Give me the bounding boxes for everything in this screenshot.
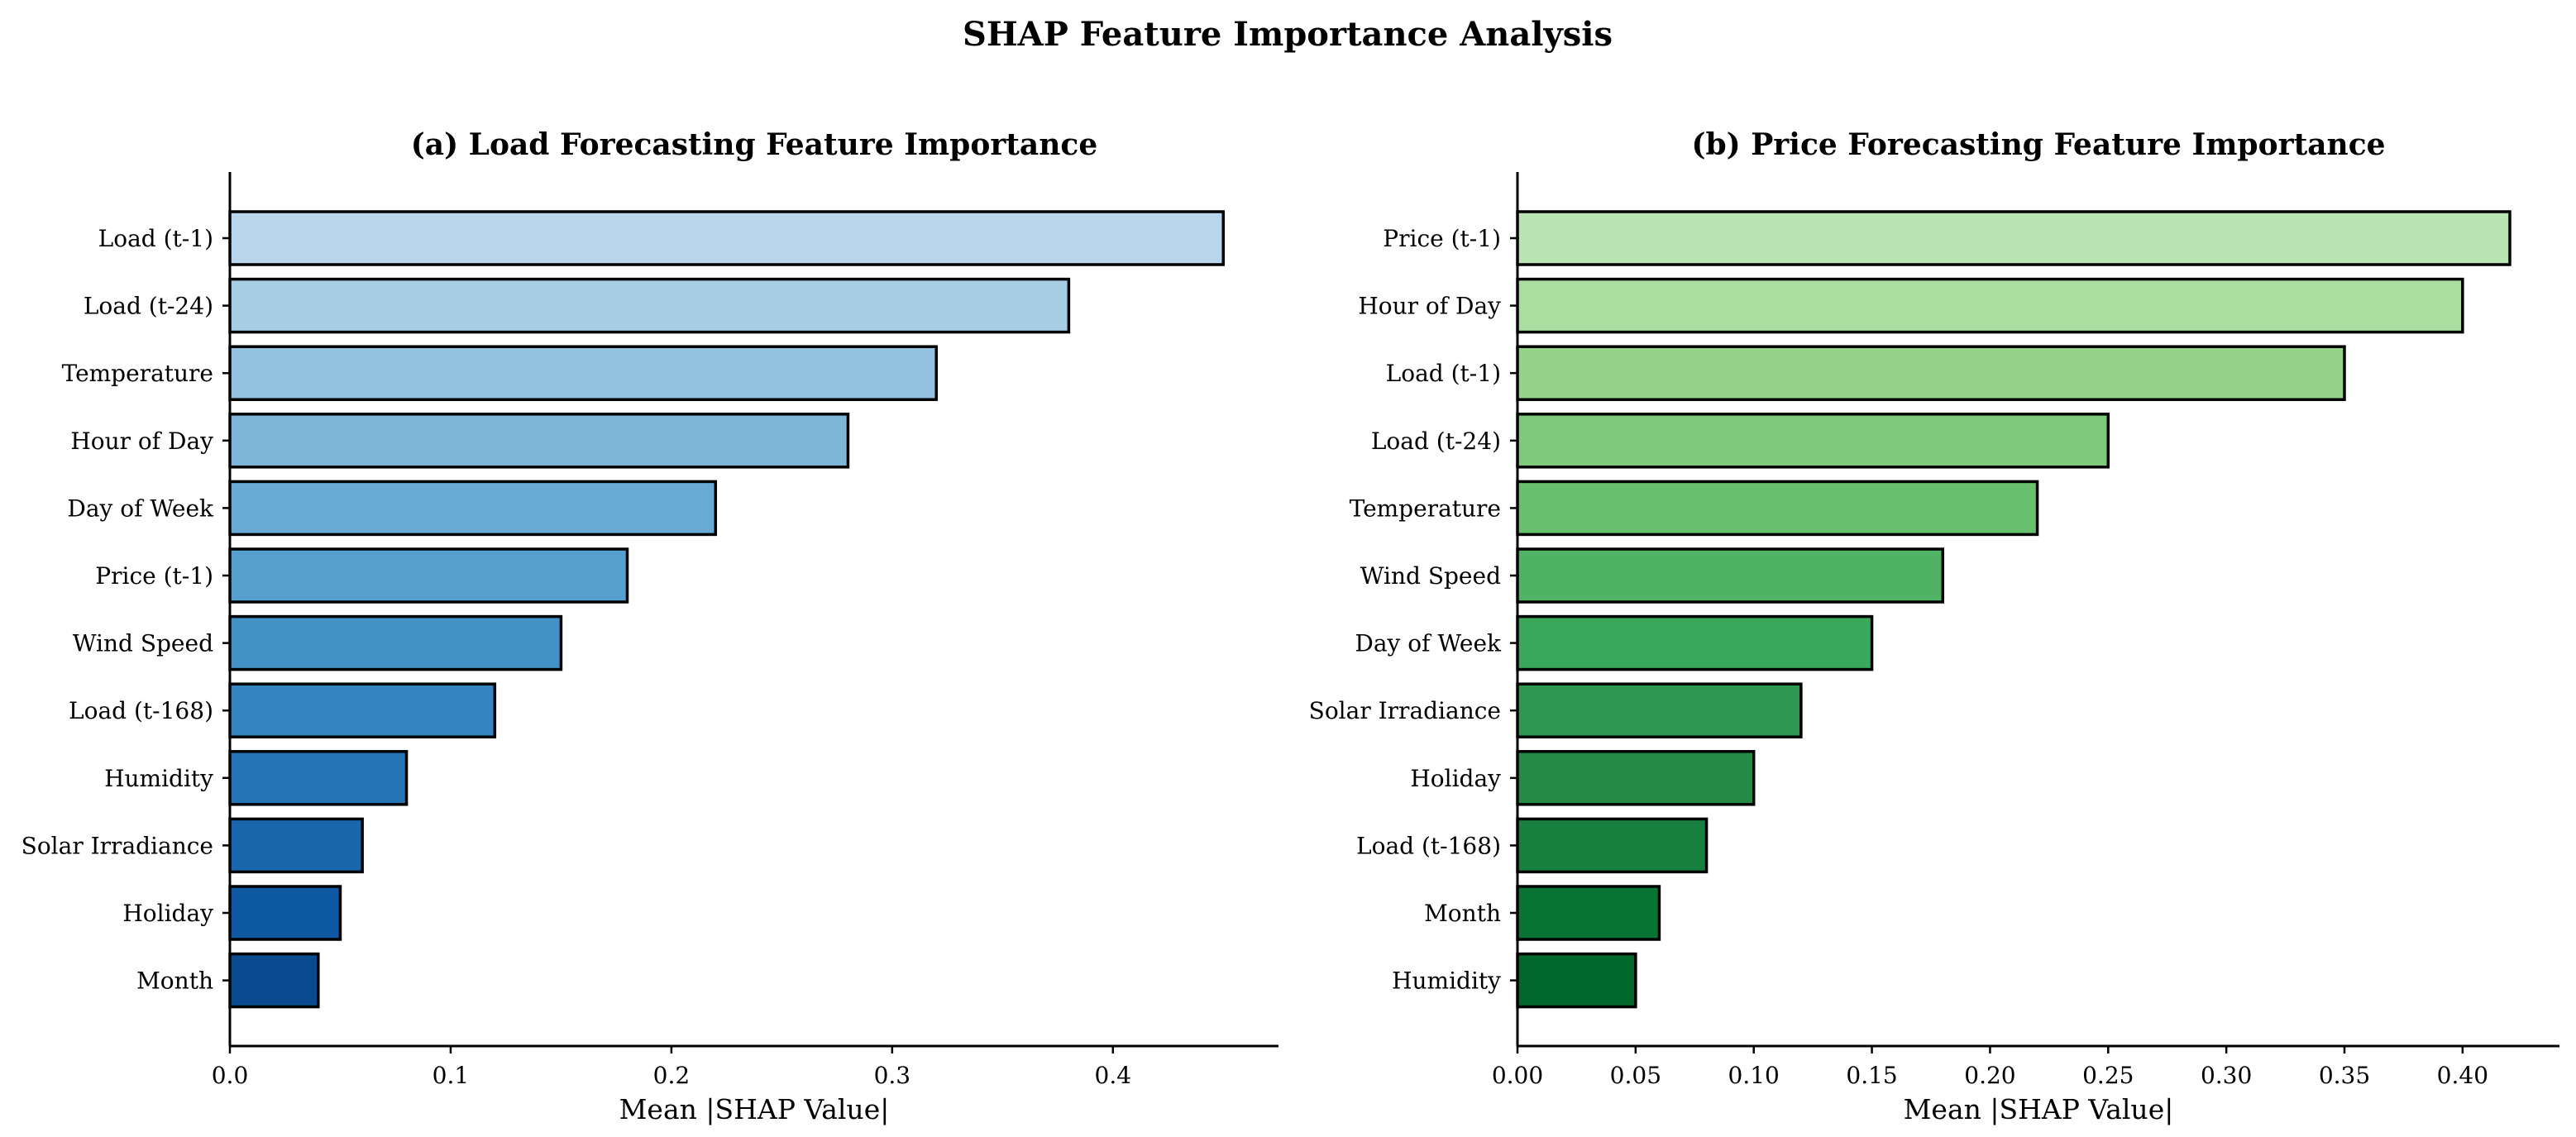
price-xtick-label-7: 0.35: [2319, 1062, 2370, 1089]
price-ytick-label-solar-irradiance: Solar Irradiance: [1309, 697, 1501, 724]
load-bar-price-t-1: [228, 547, 629, 604]
price-xtick-label-3: 0.15: [1846, 1062, 1897, 1089]
load-bar-temperature: [228, 345, 938, 401]
price-ytick-label-day-of-week: Day of Week: [1355, 630, 1502, 657]
load-bar-solar-irradiance: [228, 817, 364, 874]
load-ytick-label-hour-of-day: Hour of Day: [70, 428, 213, 455]
load-bar-load-t-1: [228, 210, 1226, 266]
price-xtick-label-5: 0.25: [2082, 1062, 2134, 1089]
price-xtick-label-4: 0.20: [1964, 1062, 2015, 1089]
load-bar-load-t-24: [228, 277, 1071, 334]
price-ytick-label-month: Month: [1424, 900, 1501, 927]
price-bar-load-t-168: [1516, 817, 1709, 874]
price-xtick-label-6: 0.30: [2201, 1062, 2252, 1089]
load-chart-title: (a) Load Forecasting Feature Importance: [411, 127, 1098, 162]
price-ytick-label-hour-of-day: Hour of Day: [1358, 293, 1501, 320]
load-xtick-label-1: 0.1: [433, 1062, 470, 1089]
load-xtick-label-3: 0.3: [874, 1062, 911, 1089]
load-bar-load-t-168: [228, 682, 497, 738]
price-bar-humidity: [1516, 952, 1637, 1009]
load-bar-humidity: [228, 750, 409, 806]
load-ytick-label-day-of-week: Day of Week: [67, 494, 214, 522]
load-ytick-label-month: Month: [136, 967, 213, 995]
load-ytick-label-load-t-24: Load (t-24): [84, 293, 213, 320]
price-ytick-label-load-t-168: Load (t-168): [1356, 832, 1501, 859]
price-xtick-label-1: 0.05: [1610, 1062, 1661, 1089]
price-xtick-label-2: 0.10: [1728, 1062, 1780, 1089]
load-xtick-label-0: 0.0: [212, 1062, 249, 1089]
price-forecasting-chart: (b) Price Forecasting Feature Importance…: [1309, 127, 2559, 1125]
price-ytick-label-temperature: Temperature: [1350, 494, 1501, 522]
load-ytick-label-solar-irradiance: Solar Irradiance: [22, 832, 213, 859]
price-xtick-label-8: 0.40: [2437, 1062, 2488, 1089]
load-x-axis-label: Mean |SHAP Value|: [619, 1093, 890, 1125]
price-bar-price-t-1: [1516, 210, 2511, 266]
load-ytick-label-temperature: Temperature: [62, 360, 213, 387]
load-bar-holiday: [228, 885, 342, 941]
load-bar-day-of-week: [228, 480, 718, 537]
load-bar-wind-speed: [228, 614, 563, 671]
load-bar-month: [228, 952, 320, 1009]
price-bar-wind-speed: [1516, 547, 1945, 604]
price-ytick-label-wind-speed: Wind Speed: [1360, 562, 1501, 590]
price-bar-hour-of-day: [1516, 277, 2464, 334]
price-bar-day-of-week: [1516, 614, 1874, 671]
load-ytick-label-humidity: Humidity: [104, 765, 213, 792]
load-ytick-label-load-t-168: Load (t-168): [69, 697, 213, 724]
price-ytick-label-holiday: Holiday: [1410, 765, 1501, 792]
price-bar-holiday: [1516, 750, 1756, 806]
load-forecasting-chart: (a) Load Forecasting Feature Importance L…: [22, 127, 1278, 1125]
price-bar-month: [1516, 885, 1661, 941]
figure-title: SHAP Feature Importance Analysis: [963, 15, 1613, 54]
load-xtick-label-4: 0.4: [1095, 1062, 1132, 1089]
price-ytick-label-load-t-1: Load (t-1): [1386, 360, 1501, 387]
price-ytick-label-humidity: Humidity: [1392, 967, 1501, 995]
price-bar-load-t-24: [1516, 413, 2110, 469]
load-xtick-label-2: 0.2: [653, 1062, 691, 1089]
price-x-axis-label: Mean |SHAP Value|: [1904, 1093, 2174, 1125]
price-bar-temperature: [1516, 480, 2039, 537]
load-ytick-label-holiday: Holiday: [122, 900, 213, 927]
load-ytick-label-price-t-1: Price (t-1): [95, 562, 213, 590]
price-chart-title: (b) Price Forecasting Feature Importance: [1691, 127, 2385, 162]
load-ytick-label-wind-speed: Wind Speed: [73, 630, 213, 657]
load-ytick-label-load-t-1: Load (t-1): [98, 225, 213, 252]
price-bar-load-t-1: [1516, 345, 2346, 401]
price-bar-solar-irradiance: [1516, 682, 1803, 738]
price-xtick-label-0: 0.00: [1492, 1062, 1543, 1089]
price-ytick-label-load-t-24: Load (t-24): [1371, 428, 1501, 455]
load-bar-hour-of-day: [228, 413, 850, 469]
price-ytick-label-price-t-1: Price (t-1): [1383, 225, 1501, 252]
